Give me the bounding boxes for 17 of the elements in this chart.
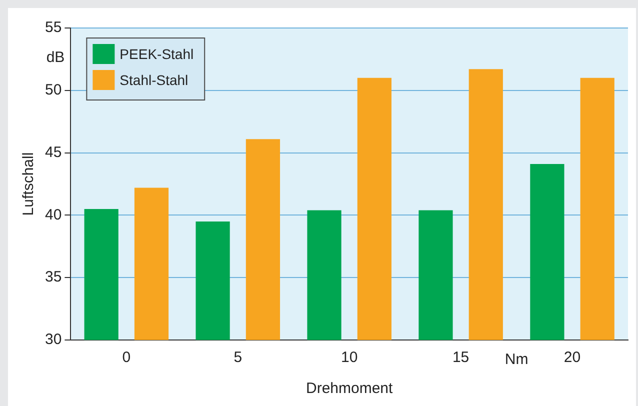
y-tick-label: 55 xyxy=(44,19,62,36)
y-axis-title: Luftschall xyxy=(20,152,38,216)
y-tick-label: 50 xyxy=(44,82,62,99)
x-tick-label: 0 xyxy=(122,349,131,366)
x-tick-label: 20 xyxy=(564,349,581,366)
x-tick-label: 15 xyxy=(452,349,470,366)
x-tick-label: 10 xyxy=(341,349,358,366)
y-tick-label: 40 xyxy=(44,206,62,224)
legend-label: Stahl-Stahl xyxy=(120,72,188,88)
y-tick-label: 35 xyxy=(44,268,62,286)
x-tick-label: 5 xyxy=(234,349,242,366)
legend-label: PEEK-Stahl xyxy=(120,46,194,62)
y-tick-label: 45 xyxy=(44,144,62,161)
y-tick-label: 30 xyxy=(44,331,62,348)
x-axis-title: Drehmoment xyxy=(306,380,394,398)
text: Nm xyxy=(504,351,528,368)
text: dB xyxy=(46,49,65,66)
